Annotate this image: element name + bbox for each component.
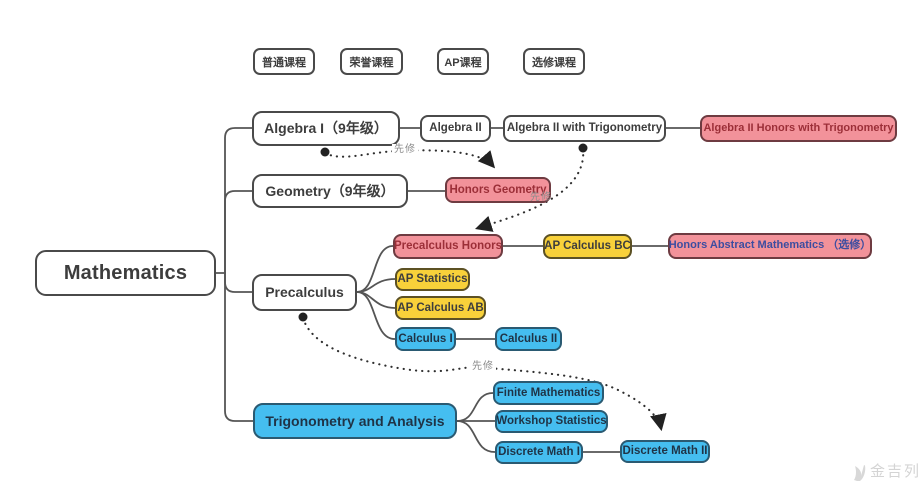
node-ap-calculus-ab: AP Calculus AB: [395, 296, 486, 320]
node-ap-calculus-bc: AP Calculus BC: [543, 234, 632, 259]
node-calculus-1: Calculus I: [395, 327, 456, 351]
node-discrete-math-1: Discrete Math I: [495, 441, 583, 464]
node-finite-mathematics: Finite Mathematics: [493, 381, 604, 405]
node-algebra-1: Algebra I（9年级）: [252, 111, 400, 146]
node-precalculus: Precalculus: [252, 274, 357, 311]
node-precalculus-honors: Precalculus Honors: [393, 234, 503, 259]
node-honors-abstract-mathematics: Honors Abstract Mathematics （选修）: [668, 233, 872, 259]
node-honors-geometry: Honors Geometry: [445, 177, 551, 203]
prereq-arrow-algebra2trig-precalchonors: [474, 147, 585, 232]
watermark: 金吉列: [851, 459, 921, 481]
node-calculus-2: Calculus II: [495, 327, 562, 351]
legend-ap-course: AP课程: [437, 48, 489, 75]
node-geometry: Geometry（9年级）: [252, 174, 408, 208]
node-ap-statistics: AP Statistics: [395, 268, 470, 291]
node-algebra-2-with-trigonometry: Algebra II with Trigonometry: [503, 115, 666, 142]
prereq-label-3: 先修: [470, 361, 496, 373]
node-workshop-statistics: Workshop Statistics: [495, 410, 608, 433]
legend-honors-course: 荣誉课程: [340, 48, 403, 75]
node-algebra-2-honors-with-trigonometry: Algebra II Honors with Trigonometry: [700, 115, 897, 142]
prereq-label-1: 先修: [392, 144, 418, 156]
node-algebra-2: Algebra II: [420, 115, 491, 142]
watermark-text: 金吉列: [869, 463, 921, 480]
legend-normal-course: 普通课程: [253, 48, 315, 75]
prereq-label-2: 先修: [530, 192, 552, 203]
node-discrete-math-2: Discrete Math II: [620, 440, 710, 463]
prereq-arrow-dots: [298, 143, 588, 322]
node-mathematics: Mathematics: [35, 250, 216, 296]
node-trigonometry-and-analysis: Trigonometry and Analysis: [253, 403, 457, 439]
watermark-logo-icon: [853, 465, 866, 481]
legend-elective-course: 选修课程: [523, 48, 585, 75]
tree-connectors: [215, 127, 701, 453]
